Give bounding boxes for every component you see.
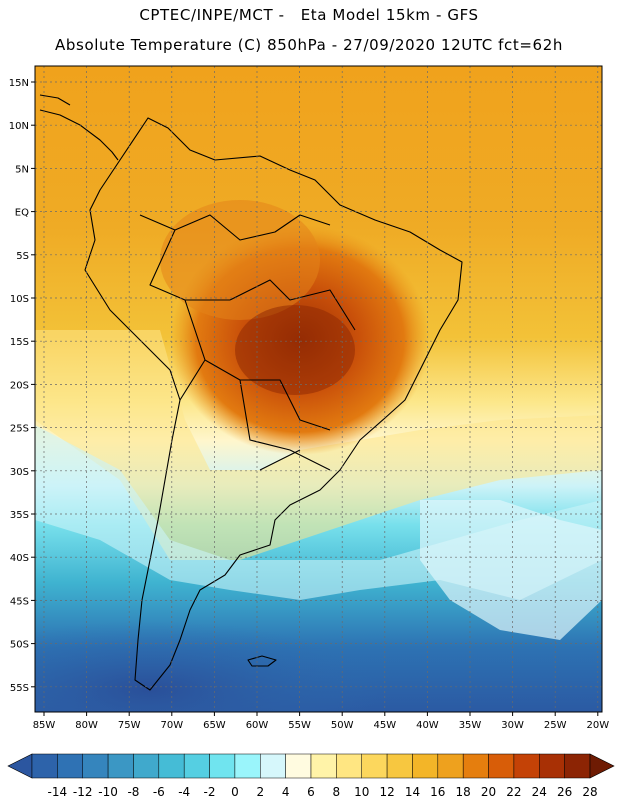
lat-label-15S: 15S [10,337,29,348]
lon-label-35W: 35W [459,720,482,731]
title-line-1: CPTEC/INPE/MCT - Eta Model 15km - GFS [139,6,479,24]
central-america-coastline [39,94,119,161]
temperature-field [35,66,602,712]
colorbar-box [386,753,413,779]
lat-label-55S: 55S [10,683,29,694]
colorbar-label: 8 [333,785,341,799]
colorbar-box [31,753,58,779]
lat-label-45S: 45S [10,596,29,607]
title-line-2: Absolute Temperature (C) 850hPa - 27/09/… [55,36,563,54]
colorbar-box [234,753,261,779]
colorbar-label: 22 [506,785,521,799]
lat-label-10N: 10N [9,121,29,132]
latitude-labels: 15N 10N 5N EQ 5S 10S 15S 20S 25S 30S 35S 40S 45S 50S 5… [9,78,29,694]
lon-label-60W: 60W [246,720,269,731]
colorbar-box [336,753,362,779]
colorbar-box [488,753,515,779]
colorbar-label: 10 [354,785,369,799]
lon-label-75W: 75W [118,720,141,731]
colorbar-box [209,753,236,779]
colorbar-label: 14 [405,785,420,799]
colorbar-label: 6 [307,785,315,799]
lat-label-30S: 30S [10,467,29,478]
lat-label-EQ: EQ [15,208,29,219]
colorbar-box [57,753,83,779]
colorbar-box [183,753,210,779]
colorbar-label: 24 [532,785,547,799]
lon-label-55W: 55W [288,720,311,731]
lat-label-25S: 25S [10,424,29,435]
colorbar-arrow-high [589,753,615,779]
lat-label-5N: 5N [15,164,29,175]
lon-label-50W: 50W [331,720,354,731]
colorbar-box [437,753,464,779]
colorbar-label: 12 [379,785,394,799]
colorbar-label: -8 [127,785,139,799]
axis-ticks [31,81,599,716]
colorbar-box [462,753,489,779]
lon-label-25W: 25W [544,720,567,731]
colorbar-box [564,753,591,779]
colorbar-label: 20 [481,785,496,799]
lat-label-15N: 15N [9,78,29,89]
lat-label-5S: 5S [16,251,29,262]
lon-label-45W: 45W [373,720,396,731]
colorbar-arrow-low [7,753,33,779]
lon-label-20W: 20W [586,720,609,731]
colorbar-label: 16 [430,785,445,799]
colorbar-label: -10 [98,785,118,799]
colorbar-label: -4 [178,785,190,799]
colorbar-box [260,753,286,779]
south-america-coastline [84,117,463,691]
falklands-islands [247,655,277,667]
colorbar-label: 18 [456,785,471,799]
map-frame [34,65,603,713]
lon-label-30W: 30W [501,720,524,731]
country-borders [139,214,356,471]
lon-label-85W: 85W [33,720,56,731]
lat-label-50S: 50S [10,640,29,651]
colorbar-box [285,753,312,779]
colorbar-label: -12 [73,785,93,799]
colorbar-box [412,753,439,779]
colorbar-label: 26 [557,785,572,799]
colorbar-label: -2 [204,785,216,799]
coastlines-and-borders [39,94,463,691]
colorbar-box [82,753,109,779]
lon-label-40W: 40W [416,720,439,731]
colorbar-label: 2 [256,785,264,799]
longitude-labels: 85W 80W 75W 70W 65W 60W 55W 50W 45W 40W 35W 30W 25W 2… [33,720,610,731]
lon-label-65W: 65W [203,720,226,731]
lat-label-35S: 35S [10,510,29,521]
lon-label-80W: 80W [75,720,98,731]
colorbar-label: -6 [153,785,165,799]
lat-label-40S: 40S [10,553,29,564]
colorbar-box [133,753,160,779]
colorbar: -14 -12 -10 -8 -6 -4 -2 0 2 4 6 8 10 12 14 16 18 20 22 24 26… [7,753,615,799]
colorbar-box [107,753,134,779]
colorbar-label: -14 [48,785,68,799]
colorbar-label: 4 [282,785,290,799]
colorbar-box [158,753,185,779]
lat-label-10S: 10S [10,294,29,305]
colorbar-label: 28 [582,785,597,799]
colorbar-box [361,753,388,779]
colorbar-label: 0 [231,785,239,799]
colorbar-box [310,753,337,779]
lat-label-20S: 20S [10,380,29,391]
lon-label-70W: 70W [160,720,183,731]
colorbar-box [513,753,540,779]
colorbar-box [539,753,565,779]
